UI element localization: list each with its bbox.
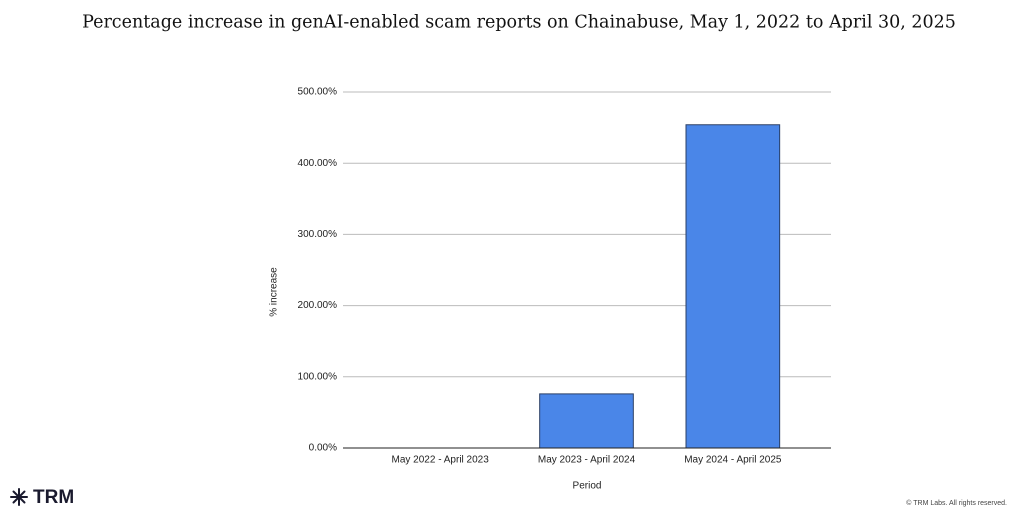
x-tick-label: May 2022 - April 2023 — [392, 455, 490, 466]
y-tick-label: 200.00% — [298, 300, 338, 311]
bar — [685, 124, 781, 449]
y-tick-label: 300.00% — [298, 229, 338, 240]
x-axis-label: Period — [573, 481, 602, 492]
copyright: © TRM Labs. All rights reserved. — [906, 499, 1007, 507]
brand: TRM — [33, 487, 74, 508]
chart-title: Percentage increase in genAI-enabled sca… — [82, 13, 956, 33]
y-tick-label: 0.00% — [309, 443, 337, 454]
x-tick-label: May 2024 - April 2025 — [684, 455, 782, 466]
y-tick-label: 400.00% — [298, 158, 338, 169]
y-tick-label: 100.00% — [298, 371, 338, 382]
y-axis-label: % increase — [269, 267, 280, 317]
y-tick-label: 500.00% — [298, 87, 338, 98]
logo-icon — [10, 488, 28, 506]
x-tick-label: May 2023 - April 2024 — [538, 455, 636, 466]
bar — [539, 393, 634, 449]
